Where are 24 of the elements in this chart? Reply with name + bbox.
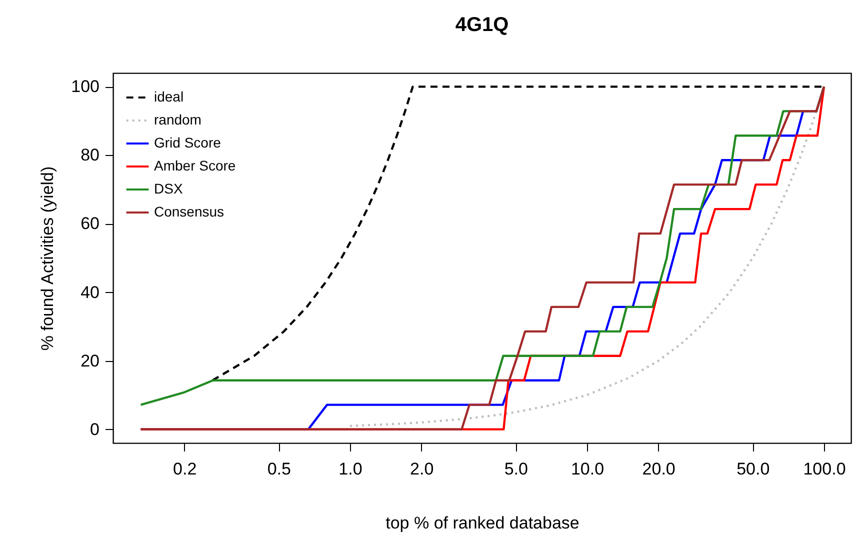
legend-label: random <box>154 112 202 128</box>
chart-title: 4G1Q <box>455 14 509 36</box>
y-tick-label: 0 <box>90 420 100 439</box>
x-tick-label: 0.2 <box>173 460 197 478</box>
legend-label: Grid Score <box>154 134 222 150</box>
y-tick-label: 20 <box>80 351 100 370</box>
x-tick-label: 50.0 <box>736 460 770 478</box>
legend-label: Amber Score <box>154 158 236 174</box>
x-tick-label: 100.0 <box>803 460 846 478</box>
x-tick-label: 20.0 <box>642 460 676 478</box>
y-tick-label: 100 <box>71 77 100 96</box>
y-axis-title: % found Activities (yield) <box>38 166 58 351</box>
y-tick-label: 40 <box>80 282 100 302</box>
y-tick-label: 60 <box>80 214 100 234</box>
x-tick-label: 0.5 <box>267 460 291 478</box>
x-tick-label: 10.0 <box>570 460 604 478</box>
legend-label: ideal <box>154 88 184 104</box>
legend-label: DSX <box>154 180 184 196</box>
y-tick-label: 80 <box>80 146 100 165</box>
x-tick-label: 5.0 <box>504 460 528 478</box>
legend-label: Consensus <box>154 204 224 220</box>
x-tick-label: 1.0 <box>338 460 362 478</box>
x-tick-label: 2.0 <box>410 460 434 478</box>
x-axis-title: top % of ranked database <box>386 514 580 532</box>
